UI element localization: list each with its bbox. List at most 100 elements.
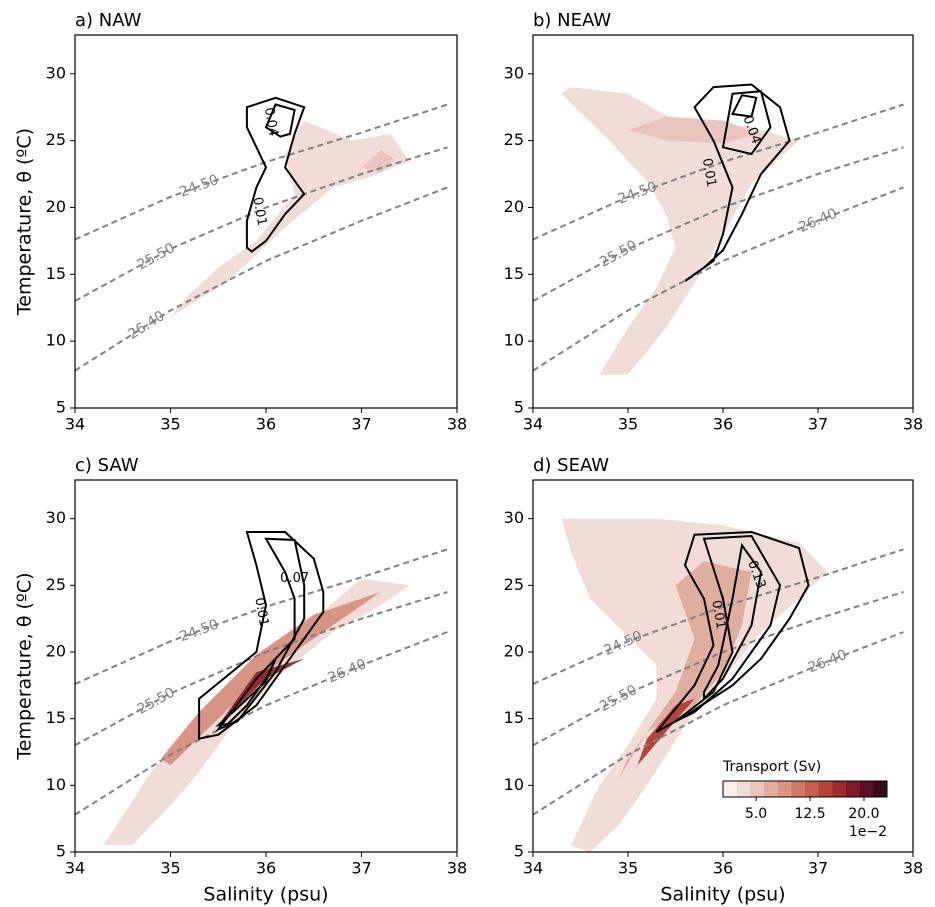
filled-contour (218, 658, 305, 726)
contour-label: 0.01 (251, 596, 271, 627)
isopycnal-label: 26.40 (326, 656, 369, 686)
y-tick-label: 5 (56, 842, 66, 861)
y-tick-label: 20 (46, 197, 66, 216)
x-tick-label: 38 (447, 415, 467, 434)
panel-title: d) SEAW (533, 455, 609, 476)
isopycnal (533, 186, 904, 372)
x-tick-label: 38 (903, 415, 923, 434)
isopycnal (533, 631, 904, 816)
x-tick-label: 34 (523, 415, 543, 434)
colorbar-swatch (723, 781, 737, 797)
contour-line (264, 103, 296, 138)
panel-title: c) SAW (75, 455, 139, 476)
colorbar-swatch (818, 781, 833, 797)
x-tick-label: 34 (65, 415, 85, 434)
x-tick-label: 38 (903, 859, 923, 878)
plot-area: 24.50 25.50 26.40 0.04 0.01 (75, 96, 448, 372)
isopycnal-label: 25.50 (135, 685, 178, 718)
x-tick-label: 35 (160, 415, 180, 434)
isopycnal (75, 146, 448, 302)
y-tick-label: 25 (504, 130, 524, 149)
contour-label: 0.01 (249, 196, 269, 227)
isopycnal-label: 24.50 (178, 617, 221, 646)
isopycnal (533, 591, 904, 747)
y-tick-label: 10 (46, 775, 66, 794)
y-tick-label: 20 (46, 642, 66, 661)
colorbar-swatch (873, 781, 888, 797)
filled-contour (170, 120, 410, 318)
isopycnal-label: 25.50 (597, 237, 640, 270)
x-tick-label: 35 (618, 859, 638, 878)
contour-label: 0.07 (280, 571, 309, 586)
y-tick-label: 30 (504, 63, 524, 82)
isopycnal-label: 24.50 (178, 172, 221, 201)
x-tick-label: 35 (618, 415, 638, 434)
x-tick-label: 34 (523, 859, 543, 878)
colorbar-swatch (805, 781, 819, 797)
y-tick-label: 25 (46, 575, 66, 594)
panel: 24.50 25.50 26.40 0.04 0.01 34 35 36 37 38 5 10 15 20… (14, 10, 468, 434)
y-axis-label: Temperature, θ (ºC) (14, 572, 36, 760)
colorbar-swatch (764, 781, 778, 797)
contour-line (655, 530, 810, 733)
x-tick-label: 35 (160, 859, 180, 878)
x-tick-label: 34 (65, 859, 85, 878)
contour-label: 0.01 (699, 157, 719, 188)
y-tick-label: 25 (504, 575, 524, 594)
colorbar-offset: 1e−2 (849, 824, 887, 840)
x-tick-label: 38 (447, 859, 467, 878)
y-tick-label: 20 (504, 642, 524, 661)
panel-title: b) NEAW (533, 10, 611, 31)
colorbar-swatch (736, 781, 751, 797)
colorbar-swatch (846, 781, 860, 797)
filled-contour (103, 578, 410, 846)
filled-contour (637, 698, 695, 766)
contour-line (215, 658, 277, 727)
y-tick-label: 30 (46, 508, 66, 527)
x-tick-label: 37 (808, 415, 828, 434)
contour-label: 0.01 (708, 599, 728, 630)
x-tick-label: 36 (713, 859, 733, 878)
contour-line (215, 537, 306, 732)
x-tick-label: 37 (808, 859, 828, 878)
isopycnal-label: 26.40 (125, 308, 167, 343)
y-tick-label: 5 (56, 398, 66, 417)
contour-line (674, 534, 782, 723)
colorbar-frame (722, 780, 888, 798)
contour-line (703, 542, 763, 702)
contour-line (245, 96, 306, 253)
y-tick-label: 5 (514, 842, 524, 861)
x-axis-label: Salinity (psu) (203, 884, 328, 906)
x-tick-label: 36 (256, 859, 276, 878)
x-tick-label: 37 (351, 415, 371, 434)
y-tick-label: 30 (504, 508, 524, 527)
y-tick-label: 15 (46, 708, 66, 727)
filled-contour (160, 592, 381, 766)
y-tick-label: 10 (504, 331, 524, 350)
isopycnal-label: 25.50 (597, 682, 640, 715)
contour-line (684, 83, 791, 282)
y-tick-label: 10 (46, 331, 66, 350)
contour-line (198, 531, 325, 740)
isopycnal-label: 26.40 (806, 647, 849, 676)
colorbar-swatch (791, 781, 806, 797)
y-tick-label: 15 (504, 708, 524, 727)
isopycnal (75, 186, 448, 372)
isopycnal (533, 146, 904, 302)
x-tick-label: 36 (256, 415, 276, 434)
y-tick-label: 20 (504, 197, 524, 216)
contour-line (721, 90, 772, 156)
contour-line (730, 94, 758, 118)
isopycnal-label: 24.50 (602, 628, 645, 659)
x-tick-label: 36 (713, 415, 733, 434)
panel-title: a) NAW (75, 10, 142, 31)
x-tick-label: 37 (351, 859, 371, 878)
filled-contour (618, 561, 752, 779)
filled-contour (561, 87, 799, 375)
y-tick-label: 30 (46, 63, 66, 82)
